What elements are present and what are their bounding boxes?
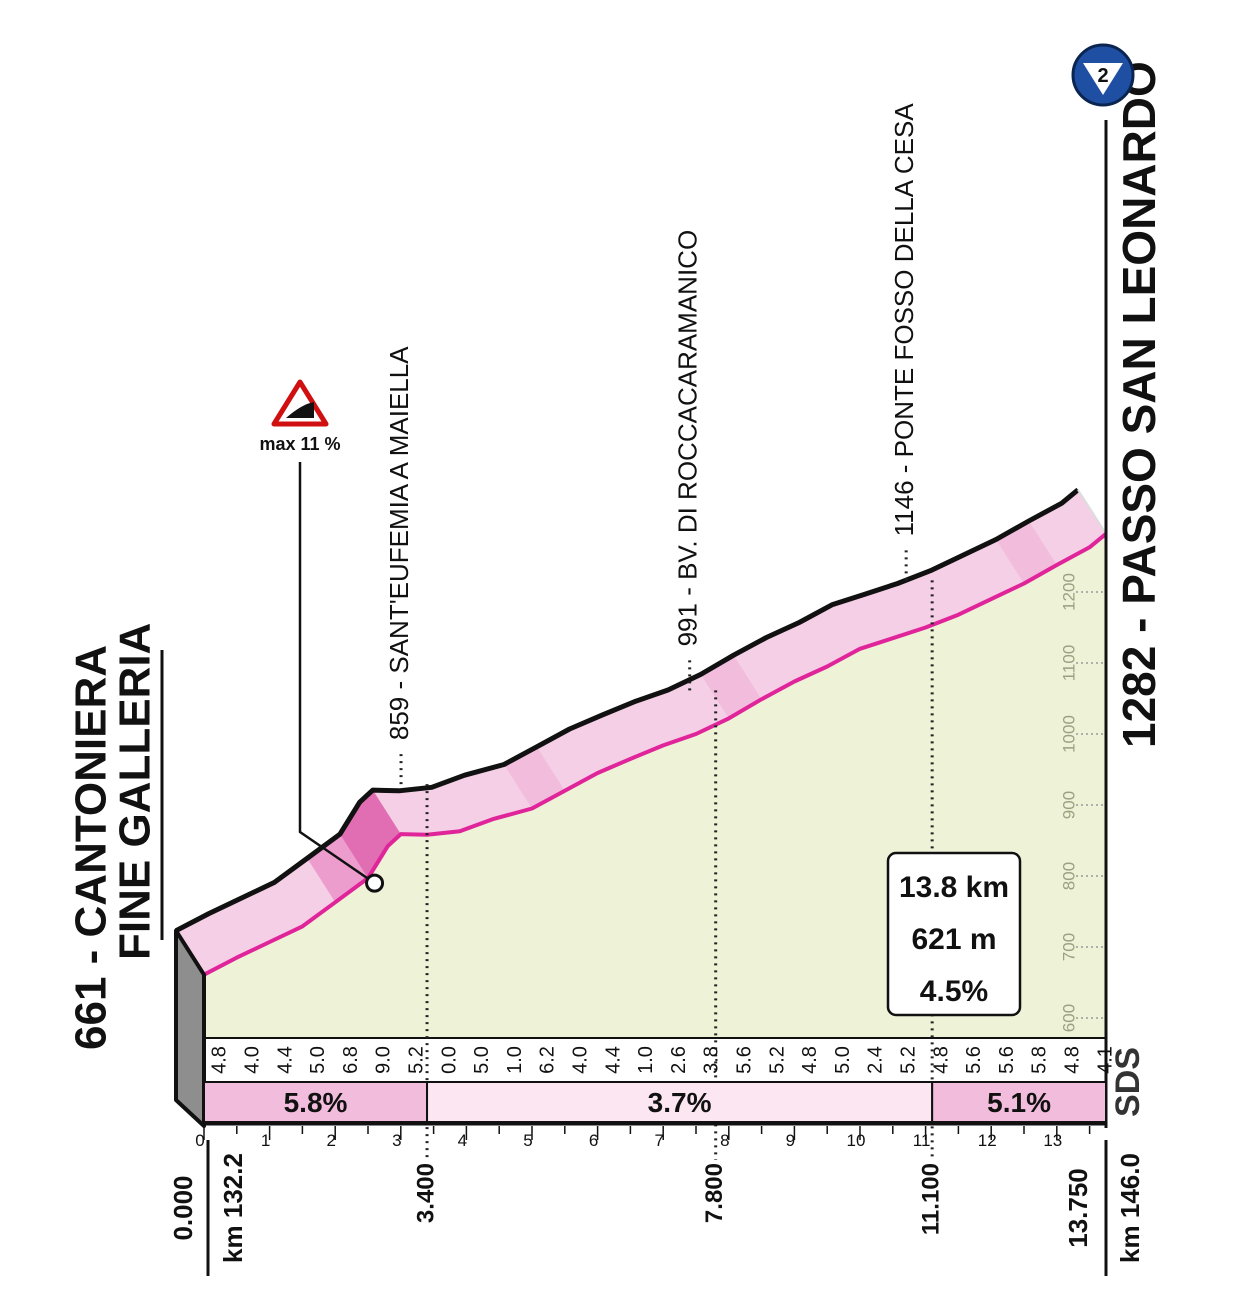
- segment-gradient: 4.4: [602, 1046, 624, 1074]
- kom-badge-number: 2: [1097, 65, 1108, 87]
- section-gradient-label: 5.1%: [987, 1087, 1051, 1118]
- km-tick-label: 4: [458, 1131, 467, 1150]
- segment-gradient: 4.8: [799, 1046, 821, 1074]
- section-gradient-label: 5.8%: [284, 1087, 348, 1118]
- segment-gradient: 1.0: [504, 1046, 526, 1074]
- km-tick-label: 11: [913, 1131, 931, 1150]
- y-tick-label: 700: [1059, 933, 1078, 961]
- segment-gradient: 4.1: [1094, 1046, 1116, 1074]
- segment-gradient: 4.8: [209, 1046, 231, 1074]
- km-tick-label: 12: [978, 1131, 997, 1150]
- profile-end-edge: [1077, 489, 1107, 535]
- segment-gradient: 5.6: [733, 1046, 755, 1074]
- waypoint-km-1: 3.400: [412, 1163, 439, 1223]
- segment-gradient: 6.8: [340, 1046, 362, 1074]
- ribbon-shade: [504, 746, 565, 809]
- ribbon-shade: [996, 521, 1057, 584]
- section-gradient-bar: 5.8% 3.7% 5.1%: [203, 1081, 1107, 1123]
- km-tick-label: 13: [1043, 1131, 1062, 1150]
- summary-gain: 621 m: [911, 923, 996, 956]
- y-tick-label: 1100: [1059, 645, 1078, 682]
- sds-logo: SDS: [1109, 1047, 1147, 1117]
- section-segment: [931, 1081, 1107, 1123]
- profile-ribbon: [176, 489, 1106, 975]
- segment-gradient: 5.0: [471, 1046, 493, 1074]
- km-axis: 0 1 2 3 4 5 6 7 8 9 10 11 12 13: [195, 1122, 1106, 1150]
- ribbon-shade: [700, 655, 762, 719]
- finish-km-race: km 146.0: [1115, 1153, 1145, 1263]
- finish-name: 1282 - PASSO SAN LEONARDO: [1113, 61, 1165, 748]
- finish-km-climb: 13.750: [1063, 1168, 1093, 1248]
- km-tick-label: 6: [589, 1131, 598, 1150]
- segment-gradient: 4.0: [569, 1046, 591, 1074]
- km-tick-label: 2: [326, 1131, 335, 1150]
- kom-badge-triangle: [1083, 63, 1123, 95]
- segment-gradient: 5.6: [996, 1046, 1018, 1074]
- segment-gradient: 5.2: [897, 1046, 919, 1074]
- segment-gradient: 5.0: [307, 1046, 329, 1074]
- section-gradient-label: 3.7%: [648, 1087, 712, 1118]
- segment-gradient: 5.2: [405, 1046, 427, 1074]
- segment-gradient: 3.8: [701, 1046, 723, 1074]
- segment-gradient: 9.0: [373, 1046, 395, 1074]
- altitude-axis: 600 700 800 900 1000 1100 1200: [1059, 573, 1106, 1032]
- km-tick-label: 9: [786, 1131, 795, 1150]
- segment-gradient: 5.6: [963, 1046, 985, 1074]
- y-tick-label: 600: [1059, 1004, 1078, 1032]
- segment-gradient: 1.0: [635, 1046, 657, 1074]
- segment-gradient: 0.0: [438, 1046, 460, 1074]
- segment-gradient: 5.2: [766, 1046, 788, 1074]
- waypoint-km-2: 7.800: [701, 1163, 728, 1223]
- waypoint-name-2: 991 - BV. DI ROCCACARAMANICO: [673, 230, 703, 647]
- section-segment: [426, 1081, 934, 1123]
- max-gradient-label: max 11 %: [259, 434, 340, 454]
- waypoint-name-3: 1146 - PONTE FOSSO DELLA CESA: [889, 103, 919, 537]
- y-tick-label: 800: [1059, 862, 1078, 890]
- profile-top-edge: [174, 487, 1080, 933]
- km-tick-label: 3: [392, 1131, 401, 1150]
- waypoint-name-1: 859 - SANT'EUFEMIA A MAIELLA: [384, 346, 414, 740]
- summary-average: 4.5%: [920, 975, 988, 1008]
- segment-gradient: 4.4: [274, 1046, 296, 1074]
- y-tick-label: 1200: [1059, 573, 1078, 611]
- max-gradient-pointer: [298, 462, 376, 885]
- section-segment: [203, 1081, 429, 1123]
- segment-gradient: 4.8: [930, 1046, 952, 1074]
- waypoint-km-3: 11.100: [918, 1163, 945, 1235]
- slope-icon: [286, 402, 314, 418]
- start-name-line1: 661 - CANTONIERA: [67, 645, 116, 1050]
- segment-gradient: 2.6: [668, 1046, 690, 1074]
- segment-gradient: 4.8: [1061, 1046, 1083, 1074]
- waypoint-markers: 859 - SANT'EUFEMIA A MAIELLA 3.400 991 - B…: [384, 103, 945, 1235]
- start-km-climb: 0.000: [168, 1175, 198, 1240]
- segment-gradient: 6.2: [537, 1046, 559, 1074]
- profile-fill: [204, 533, 1106, 1038]
- segment-gradient: 5.0: [832, 1046, 854, 1074]
- km-tick-label: 10: [847, 1131, 866, 1150]
- km-tick-label: 0: [195, 1131, 204, 1150]
- km-tick-label: 8: [720, 1131, 729, 1150]
- summary-box: [886, 851, 1022, 1017]
- segment-gradient: 5.8: [1029, 1046, 1051, 1074]
- max-gradient-point: [365, 873, 385, 893]
- start-km-race: km 132.2: [218, 1153, 248, 1263]
- profile-area: [174, 487, 1108, 1128]
- km-tick-label: 5: [523, 1131, 532, 1150]
- y-tick-label: 1000: [1059, 715, 1078, 753]
- summary-distance: 13.8 km: [899, 871, 1009, 904]
- segment-gradient-row: 4.8 4.0 4.4 5.0 6.8 9.0 5.2 0.0 5.0 1.0 6.2 4.0 4.4 1…: [209, 1046, 1117, 1074]
- y-tick-label: 900: [1059, 791, 1078, 819]
- segment-gradient: 4.0: [241, 1046, 263, 1074]
- km-tick-label: 7: [654, 1131, 663, 1150]
- km-tick-label: 1: [261, 1131, 270, 1150]
- segment-gradient: 2.4: [865, 1046, 887, 1074]
- profile-line: [203, 532, 1108, 977]
- start-name-line2: FINE GALLERIA: [111, 623, 160, 960]
